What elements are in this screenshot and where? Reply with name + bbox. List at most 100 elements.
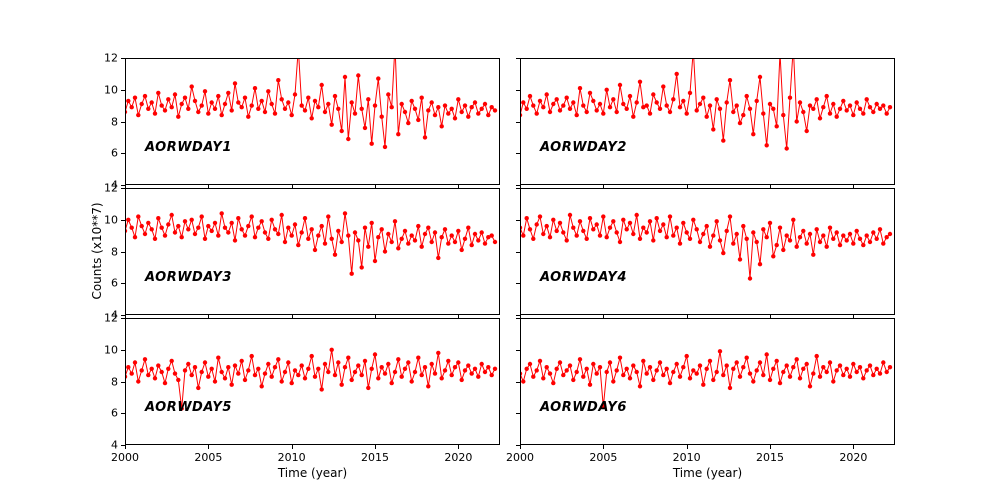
data-marker	[166, 222, 171, 227]
data-marker	[621, 101, 626, 107]
y-tick-mark	[516, 121, 520, 123]
data-marker	[446, 358, 451, 364]
data-marker	[426, 384, 431, 389]
data-marker	[864, 97, 869, 102]
data-marker	[459, 377, 464, 383]
data-marker	[544, 223, 549, 229]
data-marker	[182, 95, 188, 100]
y-tick-mark	[516, 445, 520, 446]
x-tick-mark	[770, 315, 771, 319]
data-marker	[362, 125, 368, 131]
data-marker	[469, 242, 474, 248]
data-marker	[139, 223, 144, 229]
data-marker	[534, 111, 539, 116]
data-marker	[229, 220, 234, 226]
data-marker	[821, 365, 826, 370]
data-marker	[286, 225, 291, 230]
y-tick-mark	[516, 283, 520, 285]
data-marker	[867, 105, 873, 110]
data-marker	[322, 109, 328, 115]
data-marker	[587, 382, 593, 387]
data-marker	[604, 369, 609, 375]
data-marker	[426, 225, 431, 230]
data-marker	[286, 360, 291, 365]
data-marker	[771, 254, 776, 259]
y-tick-mark	[121, 121, 125, 123]
data-marker	[661, 84, 666, 89]
data-marker	[412, 106, 418, 111]
data-marker	[637, 236, 643, 241]
data-marker	[349, 271, 354, 276]
data-marker	[452, 365, 458, 370]
data-marker	[162, 108, 168, 113]
data-marker	[462, 103, 468, 108]
data-marker	[226, 365, 231, 370]
data-marker	[824, 369, 829, 375]
data-marker	[761, 111, 766, 116]
data-marker	[166, 366, 171, 371]
x-tick-mark	[291, 445, 293, 449]
data-marker	[342, 74, 348, 80]
data-marker	[884, 235, 889, 240]
x-tick-mark	[291, 315, 293, 319]
data-marker	[216, 233, 221, 238]
data-marker	[366, 244, 371, 249]
data-marker	[262, 371, 268, 376]
data-marker	[436, 350, 441, 356]
data-marker	[537, 214, 543, 219]
x-tick-label: 2015	[756, 451, 784, 464]
y-tick-label: 4	[111, 308, 118, 322]
data-marker	[156, 216, 161, 221]
data-marker	[239, 227, 244, 232]
data-marker	[757, 262, 763, 267]
data-marker	[577, 357, 583, 362]
data-marker	[166, 97, 171, 102]
x-tick-mark	[686, 185, 688, 189]
data-marker	[711, 127, 716, 132]
data-marker	[547, 371, 553, 376]
data-marker	[791, 217, 796, 222]
data-marker	[644, 371, 649, 376]
data-marker	[372, 103, 378, 108]
data-marker	[306, 236, 311, 241]
data-marker	[392, 369, 398, 375]
data-marker	[222, 376, 228, 381]
x-axis-label-left: Time (year)	[277, 466, 348, 480]
data-marker	[577, 86, 583, 91]
data-marker	[239, 105, 244, 110]
data-marker	[727, 78, 733, 83]
data-marker	[199, 103, 204, 108]
y-tick-mark	[516, 219, 520, 221]
data-marker	[299, 363, 304, 368]
data-line	[520, 351, 891, 407]
data-marker	[597, 365, 603, 370]
data-marker	[847, 374, 853, 379]
data-marker	[129, 371, 134, 376]
data-marker	[479, 230, 484, 235]
data-marker	[302, 108, 308, 113]
x-tick-mark	[125, 445, 126, 449]
data-marker	[871, 372, 876, 378]
data-line	[520, 214, 891, 279]
data-marker	[571, 377, 576, 383]
data-marker	[667, 380, 673, 386]
x-tick-mark	[603, 185, 605, 189]
data-marker	[614, 368, 619, 373]
data-marker	[704, 114, 709, 119]
data-marker	[376, 376, 381, 381]
x-tick-mark	[520, 185, 521, 189]
x-tick-mark	[603, 445, 605, 449]
data-marker	[136, 112, 141, 118]
data-marker	[527, 227, 533, 232]
data-marker	[624, 106, 629, 111]
data-marker	[362, 358, 368, 364]
data-marker	[152, 111, 158, 116]
data-marker	[761, 372, 766, 378]
data-marker	[617, 82, 623, 88]
data-marker	[851, 241, 856, 246]
panel-label-aorwday4: AORWDAY4	[540, 270, 627, 285]
data-marker	[246, 114, 251, 119]
y-tick-mark	[516, 381, 520, 383]
data-marker	[571, 100, 576, 105]
data-marker	[236, 216, 241, 221]
